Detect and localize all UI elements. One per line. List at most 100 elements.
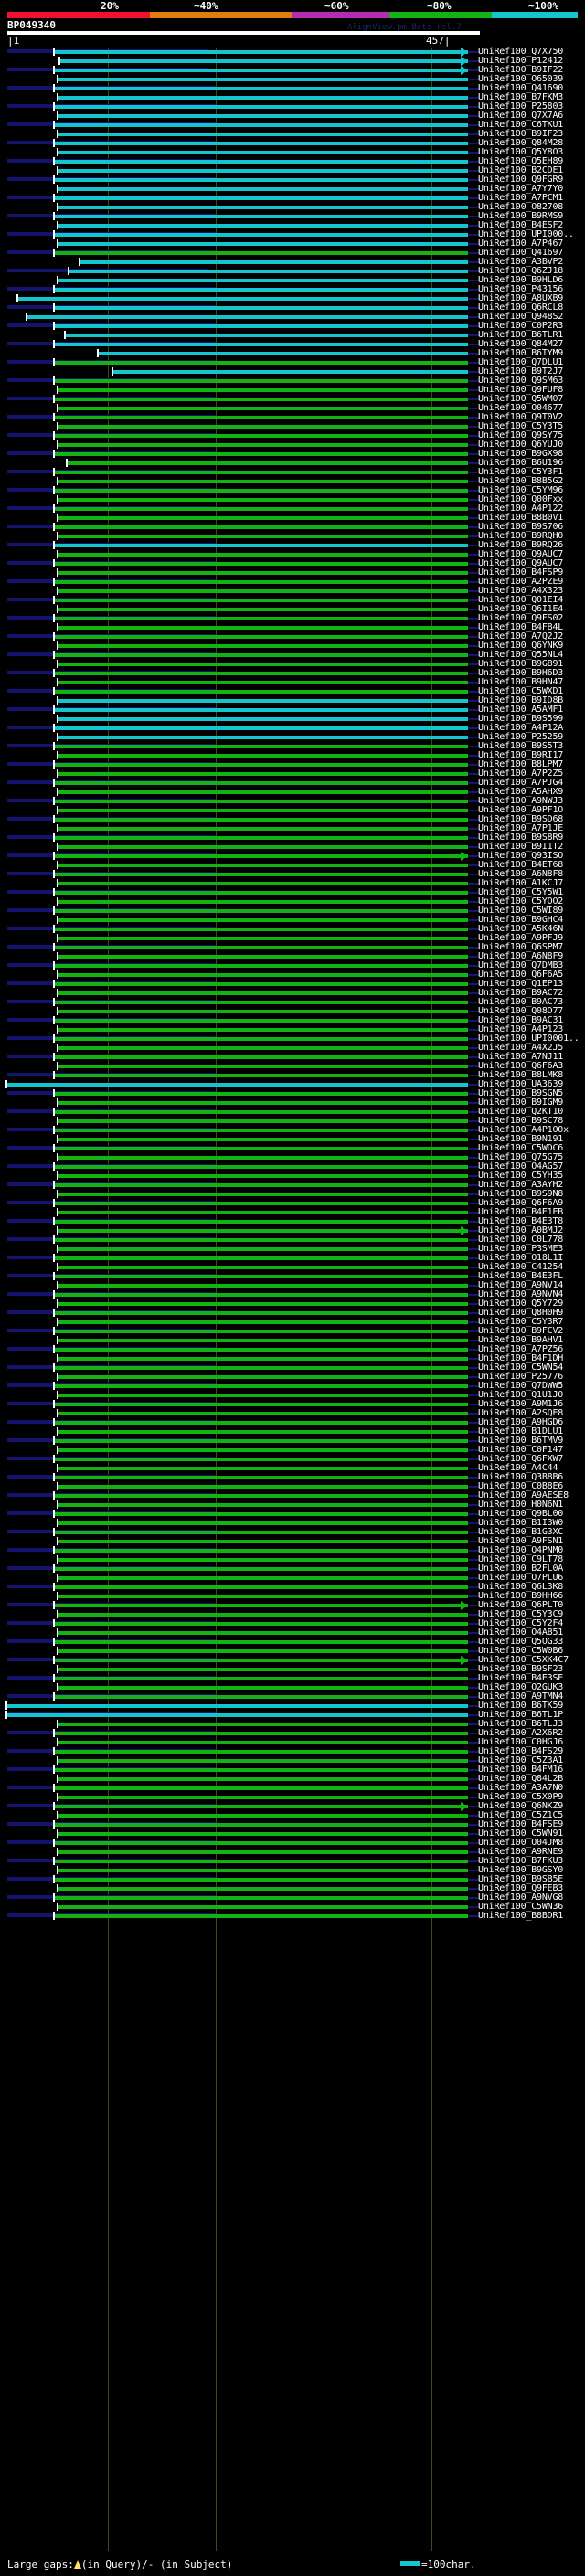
alignment-row[interactable]: UniRef100_A4P123 (0, 1024, 585, 1034)
hsp-bar[interactable] (55, 1878, 468, 1882)
alignment-row[interactable]: UniRef100_B9RQ26 (0, 540, 585, 550)
hit-label[interactable]: UniRef100_C0P2R3 (478, 321, 564, 331)
alignment-row[interactable]: UniRef100_C5WN54 (0, 1362, 585, 1373)
alignment-row[interactable]: UniRef100_C5WDC6 (0, 1143, 585, 1153)
hit-label[interactable]: UniRef100_C5Y3C9 (478, 1609, 564, 1619)
hit-label[interactable]: UniRef100_Q9FUF8 (478, 385, 564, 395)
hsp-bar[interactable] (27, 315, 468, 319)
hit-label[interactable]: UniRef100_B8B5G2 (478, 476, 564, 486)
hsp-bar[interactable] (55, 69, 468, 72)
hit-label[interactable]: UniRef100_Q6YUJ0 (478, 440, 564, 450)
alignment-row[interactable]: UniRef100_Q6SPM7 (0, 942, 585, 952)
hit-label[interactable]: UniRef100_B9HLD6 (478, 275, 564, 285)
alignment-row[interactable]: UniRef100_Q9T0V2 (0, 412, 585, 422)
hit-label[interactable]: UniRef100_A5AHX9 (478, 787, 564, 797)
hsp-bar[interactable] (55, 1220, 468, 1224)
alignment-row[interactable]: UniRef100_P12412 (0, 56, 585, 66)
alignment-row[interactable]: UniRef100_A7PZ56 (0, 1344, 585, 1354)
hsp-bar[interactable] (58, 407, 468, 410)
hsp-bar[interactable] (55, 196, 468, 200)
hsp-bar[interactable] (55, 763, 468, 767)
hit-label[interactable]: UniRef100_P12412 (478, 56, 564, 66)
alignment-row[interactable]: UniRef100_B6U196 (0, 458, 585, 468)
hit-label[interactable]: UniRef100_P25803 (478, 101, 564, 111)
alignment-row[interactable]: UniRef100_B4FB4L (0, 622, 585, 632)
alignment-row[interactable]: UniRef100_B4FSE9 (0, 1819, 585, 1829)
hsp-bar[interactable] (55, 105, 468, 109)
hit-label[interactable]: UniRef100_C5Y5W1 (478, 887, 564, 897)
alignment-row[interactable]: UniRef100_Q8H0H9 (0, 1308, 585, 1318)
alignment-row[interactable]: UniRef100_Q9SY75 (0, 430, 585, 440)
hsp-bar[interactable] (58, 553, 468, 557)
hsp-bar[interactable] (55, 1055, 468, 1059)
hit-label[interactable]: UniRef100_C5X0P9 (478, 1792, 564, 1802)
hit-label[interactable]: UniRef100_C5W0B6 (478, 1646, 564, 1656)
hsp-bar[interactable] (55, 1549, 468, 1553)
hsp-bar[interactable] (55, 635, 468, 639)
hit-label[interactable]: UniRef100_B9S9N8 (478, 1189, 564, 1199)
alignment-row[interactable]: UniRef100_Q84L2B (0, 1774, 585, 1784)
alignment-row[interactable]: UniRef100_A0BMJ2 (0, 1225, 585, 1235)
hsp-bar[interactable] (55, 1622, 468, 1626)
alignment-row[interactable]: UniRef100_Q7X7A6 (0, 111, 585, 121)
hit-label[interactable]: UniRef100_A7P2Z5 (478, 769, 564, 779)
hsp-bar[interactable] (58, 1905, 468, 1909)
hit-label[interactable]: UniRef100_Q84L2B (478, 1774, 564, 1784)
hsp-bar[interactable] (55, 1421, 468, 1425)
hsp-bar[interactable] (60, 59, 468, 63)
alignment-row[interactable]: UniRef100_A3AYH2 (0, 1180, 585, 1190)
hit-label[interactable]: UniRef100_Q6F6A9 (478, 1198, 564, 1208)
hit-label[interactable]: UniRef100_B9I1T2 (478, 842, 564, 852)
hsp-bar[interactable] (58, 864, 468, 867)
hit-label[interactable]: UniRef100_C0L778 (478, 1235, 564, 1245)
alignment-row[interactable]: UniRef100_Q01EI4 (0, 595, 585, 605)
hit-label[interactable]: UniRef100_B4FS29 (478, 1746, 564, 1756)
hit-label[interactable]: UniRef100_C9LT78 (478, 1554, 564, 1564)
hsp-bar[interactable] (58, 1394, 468, 1397)
hit-label[interactable]: UniRef100_Q9FGR9 (478, 175, 564, 185)
hsp-bar[interactable] (55, 1476, 468, 1479)
alignment-row[interactable]: UniRef100_B9GHC4 (0, 915, 585, 925)
hit-label[interactable]: UniRef100_B2FL0A (478, 1564, 564, 1574)
hit-label[interactable]: UniRef100_H0N6N1 (478, 1500, 564, 1510)
hit-label[interactable]: UniRef100_B4E1EB (478, 1207, 564, 1217)
hit-label[interactable]: UniRef100_Q5OG33 (478, 1637, 564, 1647)
hsp-bar[interactable] (58, 187, 468, 191)
alignment-row[interactable]: UniRef100_A9PFJ9 (0, 933, 585, 943)
hit-label[interactable]: UniRef100_A6N8F9 (478, 951, 564, 961)
alignment-row[interactable]: UniRef100_A4P1O0x (0, 1125, 585, 1135)
hit-label[interactable]: UniRef100_C6TKU1 (478, 120, 564, 130)
alignment-row[interactable]: UniRef100_B1DLU1 (0, 1426, 585, 1436)
alignment-row[interactable]: UniRef100_C5X0P9 (0, 1792, 585, 1802)
hit-label[interactable]: UniRef100_B9RMS9 (478, 211, 564, 221)
hit-label[interactable]: UniRef100_B1DLU1 (478, 1426, 564, 1436)
hsp-bar[interactable] (55, 1732, 468, 1735)
hsp-bar[interactable] (55, 1001, 468, 1004)
alignment-row[interactable]: UniRef100_Q5OG33 (0, 1637, 585, 1647)
hit-label[interactable]: UniRef100_O04JM8 (478, 1838, 564, 1848)
alignment-row[interactable]: UniRef100_B4FS29 (0, 1746, 585, 1756)
hit-label[interactable]: UniRef100_A9NWJ3 (478, 796, 564, 806)
hit-label[interactable]: UniRef100_B9S599 (478, 714, 564, 724)
hit-label[interactable]: UniRef100_B9GHC4 (478, 915, 564, 925)
hit-label[interactable]: UniRef100_C0HGJ6 (478, 1737, 564, 1747)
hsp-bar[interactable] (55, 87, 468, 90)
hit-label[interactable]: UniRef100_Q9AUC7 (478, 549, 564, 559)
alignment-row[interactable]: UniRef100_O4AG57 (0, 1161, 585, 1171)
alignment-row[interactable]: UniRef100_A7Q2J2 (0, 631, 585, 641)
hit-label[interactable]: UniRef100_A9PFJ9 (478, 933, 564, 943)
alignment-row[interactable]: UniRef100_B9SC78 (0, 1116, 585, 1126)
alignment-row[interactable]: UniRef100_UPI000.. (0, 229, 585, 239)
hsp-bar[interactable] (58, 973, 468, 977)
hit-label[interactable]: UniRef100_B9SD68 (478, 814, 564, 824)
alignment-row[interactable]: UniRef100_P25803 (0, 101, 585, 111)
hit-label[interactable]: UniRef100_Q6SPM7 (478, 942, 564, 952)
alignment-row[interactable]: UniRef100_O18L1I (0, 1253, 585, 1263)
hsp-bar[interactable] (55, 50, 468, 54)
hit-label[interactable]: UniRef100_C5YOO2 (478, 896, 564, 906)
hsp-bar[interactable] (68, 461, 468, 465)
hsp-bar[interactable] (55, 233, 468, 237)
alignment-row[interactable]: UniRef100_Q6I1E4 (0, 604, 585, 614)
hit-label[interactable]: UniRef100_B4FM16 (478, 1765, 564, 1775)
alignment-row[interactable]: UniRef100_A7NJ11 (0, 1052, 585, 1062)
